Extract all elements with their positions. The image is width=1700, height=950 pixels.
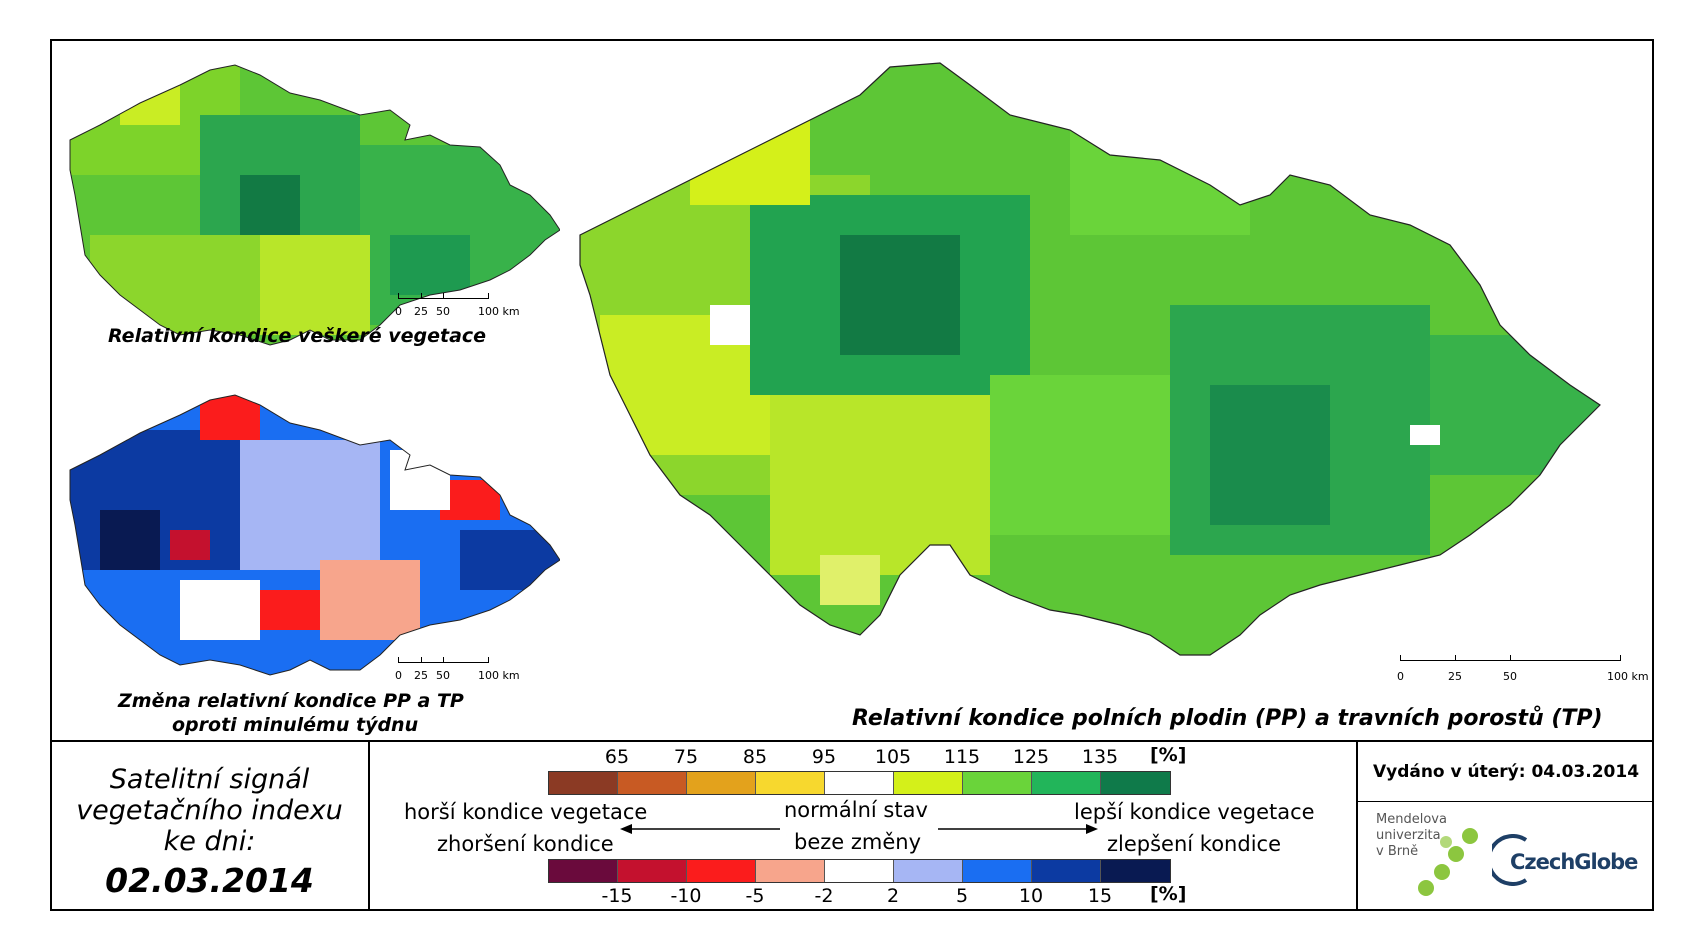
mendel-logo-line: Mendelova	[1376, 812, 1447, 827]
change-color-swatch	[549, 860, 618, 882]
observation-date: 02.03.2014	[105, 861, 314, 900]
change-color-swatch	[618, 860, 687, 882]
worse-condition-label: horší kondice vegetace	[404, 800, 648, 824]
as-of-label: ke dni:	[163, 826, 256, 857]
change-tick: 5	[955, 885, 969, 907]
scalebar-top-left: 0 25 50 100 km	[395, 293, 538, 328]
condition-color-scale	[548, 771, 1171, 795]
condition-unit: [%]	[1150, 744, 1187, 766]
change-color-swatch	[1032, 860, 1101, 882]
no-change-label: beze změny	[794, 830, 922, 854]
scale-label: 50	[436, 305, 450, 318]
condition-color-swatch	[963, 772, 1032, 794]
map-condition-change-title-2: oproti minulému týdnu	[172, 714, 419, 736]
condition-color-swatch	[825, 772, 894, 794]
scalebar-bottom-left: 0 25 50 100 km	[395, 657, 538, 692]
worsening-label: zhoršení kondice	[437, 832, 614, 856]
change-tick: 2	[886, 885, 900, 907]
change-color-swatch	[756, 860, 825, 882]
change-tick: 15	[1087, 885, 1113, 907]
arrow-right-icon	[938, 824, 1098, 834]
scale-label: 0	[395, 305, 402, 318]
condition-tick: 125	[1012, 746, 1050, 768]
change-tick: -2	[814, 885, 834, 907]
change-color-swatch	[825, 860, 894, 882]
change-tick: 10	[1018, 885, 1044, 907]
map-condition-change-title-1: Změna relativní kondice PP a TP	[118, 690, 464, 712]
scale-label: 100 km	[478, 305, 520, 318]
czechglobe-logo-text: CzechGlobe	[1510, 850, 1638, 874]
scale-label: 25	[414, 305, 428, 318]
scalebar-main: 0 25 50 100 km	[1397, 655, 1649, 690]
divider-horizontal	[50, 740, 1654, 742]
change-tick: -15	[601, 885, 633, 907]
divider-left	[368, 740, 370, 911]
condition-color-swatch	[618, 772, 687, 794]
condition-tick: 135	[1081, 746, 1119, 768]
mendel-university-logo: Mendelova univerzita v Brně	[1376, 812, 1447, 860]
satellite-signal-label: Satelitní signál	[109, 764, 310, 795]
change-unit: [%]	[1150, 883, 1187, 905]
scale-label: 25	[1448, 670, 1462, 683]
scale-label: 100 km	[1607, 670, 1649, 683]
better-condition-label: lepší kondice vegetace	[1074, 800, 1315, 824]
scale-label: 25	[414, 669, 428, 682]
condition-tick: 115	[943, 746, 981, 768]
vegetation-index-label: vegetačního indexu	[76, 795, 343, 826]
arrow-left-icon	[620, 824, 780, 834]
change-color-swatch	[963, 860, 1032, 882]
scale-label: 50	[436, 669, 450, 682]
czechglobe-logo: CzechGlobe	[1510, 850, 1638, 874]
condition-tick: 85	[742, 746, 768, 768]
condition-color-swatch	[1032, 772, 1101, 794]
condition-color-swatch	[894, 772, 963, 794]
change-tick: -5	[745, 885, 765, 907]
map-overall-vegetation-title: Relativní kondice veškeré vegetace	[108, 325, 487, 347]
condition-tick: 105	[874, 746, 912, 768]
mendel-dots-icon	[1418, 828, 1478, 896]
change-color-swatch	[687, 860, 756, 882]
mendel-logo-line: univerzita	[1376, 828, 1441, 843]
condition-color-swatch	[549, 772, 618, 794]
condition-tick: 95	[811, 746, 837, 768]
change-color-swatch	[1101, 860, 1170, 882]
figure-frame	[50, 39, 1654, 911]
scale-label: 50	[1503, 670, 1517, 683]
change-tick: -10	[670, 885, 702, 907]
map-condition-change	[69, 394, 560, 676]
issued-date: Vydáno v úterý: 04.03.2014	[1372, 762, 1640, 782]
condition-color-swatch	[1101, 772, 1170, 794]
improvement-label: zlepšení kondice	[1107, 832, 1281, 856]
condition-tick: 65	[604, 746, 630, 768]
map-crops-grassland	[579, 62, 1601, 656]
divider-logo	[1358, 801, 1654, 802]
scale-label: 0	[395, 669, 402, 682]
change-color-scale	[548, 859, 1171, 883]
condition-color-swatch	[756, 772, 825, 794]
czechglobe-arc-icon	[1492, 834, 1528, 886]
scale-label: 100 km	[478, 669, 520, 682]
condition-tick: 75	[673, 746, 699, 768]
map-crops-grassland-title: Relativní kondice polních plodin (PP) a …	[852, 706, 1603, 731]
date-panel: Satelitní signál vegetačního indexu ke d…	[52, 742, 367, 909]
condition-color-swatch	[687, 772, 756, 794]
divider-right	[1356, 740, 1358, 911]
change-color-swatch	[894, 860, 963, 882]
mendel-logo-line: v Brně	[1376, 844, 1419, 859]
scale-label: 0	[1397, 670, 1404, 683]
normal-state-label: normální stav	[784, 798, 928, 822]
